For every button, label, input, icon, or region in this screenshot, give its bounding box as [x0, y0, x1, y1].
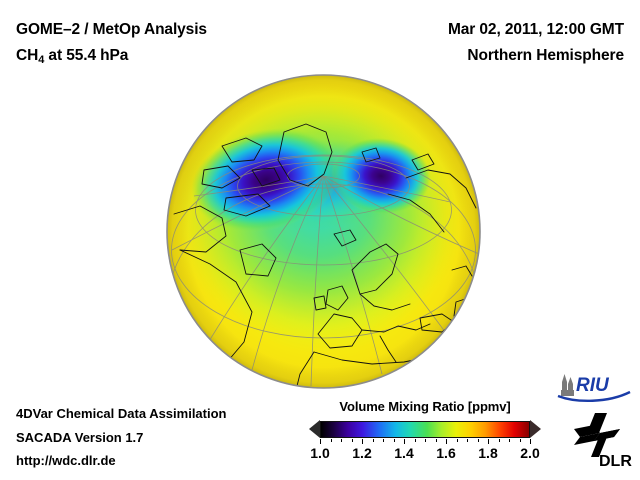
- colorbar-major-tick: [320, 439, 321, 444]
- species-level-title: CH4 at 55.4 hPa: [16, 43, 207, 73]
- colorbar-title: Volume Mixing Ratio [ppmv]: [339, 399, 511, 414]
- header-left-block: GOME–2 / MetOp Analysis CH4 at 55.4 hPa: [16, 17, 207, 73]
- colorbar-major-tick: [530, 439, 531, 444]
- colorbar-major-tick: [446, 439, 447, 444]
- riu-swoosh-icon: [557, 390, 631, 403]
- colorbar-minor-tick: [383, 439, 384, 442]
- colorbar-tick-label: 1.0: [310, 445, 330, 461]
- colorbar-minor-tick: [341, 439, 342, 442]
- colorbar-minor-tick: [509, 439, 510, 442]
- pressure-level-label: at 55.4 hPa: [44, 47, 129, 64]
- riu-logo: RIU: [557, 374, 631, 403]
- colorbar-row: [309, 420, 541, 439]
- colorbar-tick-labels: 1.0 1.2 1.4 1.6 1.8 2.0: [310, 445, 539, 463]
- dlr-logo: DLR: [574, 413, 632, 469]
- globe-svg: [166, 74, 481, 389]
- colorbar-minor-tick: [393, 439, 395, 442]
- globe-map: [166, 74, 481, 389]
- colorbar-minor-tick: [372, 439, 374, 442]
- colorbar-tick-label: 1.6: [436, 445, 456, 461]
- colorbar-minor-tick: [477, 439, 479, 442]
- globe-field: [166, 74, 481, 389]
- header-right-block: Mar 02, 2011, 12:00 GMT Northern Hemisph…: [448, 17, 624, 69]
- colorbar-major-tick: [362, 439, 363, 444]
- riu-cathedral-icon: [561, 374, 574, 396]
- hemisphere-label: Northern Hemisphere: [467, 47, 624, 64]
- footer-block: 4DVar Chemical Data Assimilation SACADA …: [16, 402, 227, 473]
- colorbar-tick-label: 2.0: [520, 445, 540, 461]
- assimilation-method-label: 4DVar Chemical Data Assimilation: [16, 406, 227, 421]
- colorbar-minor-tick: [351, 439, 353, 442]
- colorbar-minor-tick: [435, 439, 437, 442]
- colorbar-extend-high-arrow: [530, 420, 541, 438]
- colorbar-tick-label: 1.4: [394, 445, 414, 461]
- riu-wordmark: RIU: [576, 375, 610, 396]
- dlr-propeller-icon: [574, 413, 620, 457]
- colorbar-minor-tick: [330, 439, 332, 442]
- colorbar-gradient: [320, 421, 530, 438]
- colorbar-minor-tick: [467, 439, 468, 442]
- colorbar-tick-label: 1.8: [478, 445, 498, 461]
- field-limb-shading: [166, 74, 481, 389]
- colorbar: Volume Mixing Ratio [ppmv] 1.0 1.2 1.4 1.6 1…: [305, 399, 545, 463]
- colorbar-major-tick: [488, 439, 489, 444]
- colorbar-extend-low-arrow: [309, 420, 320, 438]
- colorbar-major-tick: [404, 439, 405, 444]
- datetime-label: Mar 02, 2011, 12:00 GMT: [447, 21, 624, 38]
- colorbar-minor-tick: [456, 439, 458, 442]
- graticule: [168, 154, 480, 389]
- colorbar-ticks: [320, 439, 531, 445]
- dlr-wordmark: DLR: [599, 453, 632, 469]
- software-version-label: SACADA Version 1.7: [16, 429, 144, 445]
- species-subscript: 4: [38, 54, 45, 66]
- globe-outline: [166, 74, 481, 389]
- analysis-title: GOME–2 / MetOp Analysis: [16, 21, 207, 38]
- colorbar-minor-tick: [498, 439, 500, 442]
- colorbar-tick-label: 1.2: [352, 445, 372, 461]
- website-url-label: http://wdc.dlr.de: [16, 453, 116, 468]
- colorbar-minor-tick: [414, 439, 416, 442]
- colorbar-minor-tick: [425, 439, 426, 442]
- species-label: CH: [16, 47, 39, 64]
- colorbar-minor-tick: [519, 439, 521, 442]
